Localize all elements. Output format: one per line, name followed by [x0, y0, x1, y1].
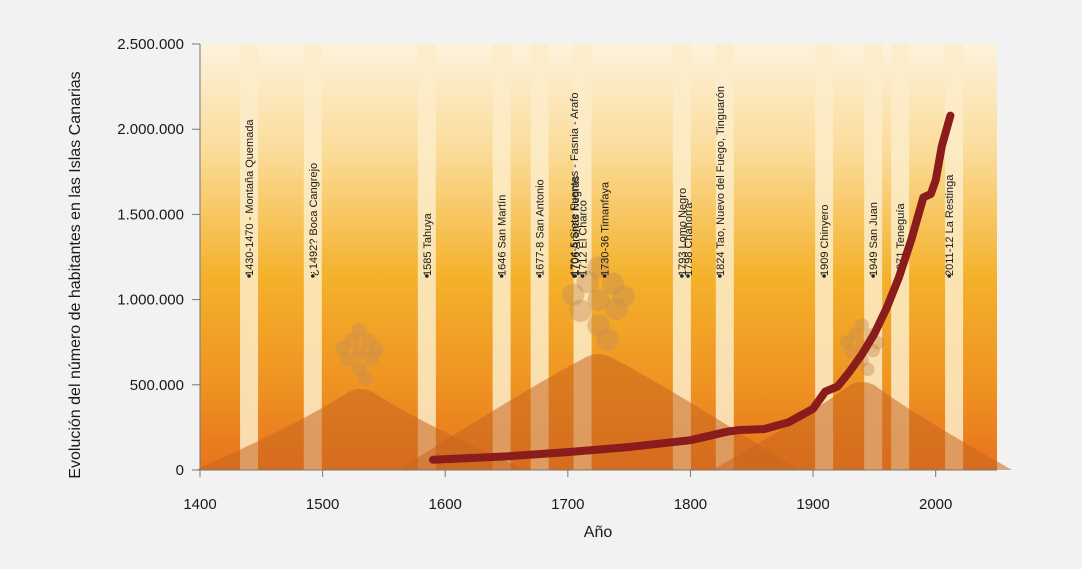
y-tick-label: 2.000.000 — [117, 121, 184, 138]
eruption-marker — [680, 274, 684, 278]
x-tick-label: 1700 — [551, 496, 584, 513]
eruption-band — [530, 44, 549, 470]
eruption-band — [240, 44, 259, 470]
x-tick-label: 1600 — [429, 496, 462, 513]
eruption-marker — [602, 274, 607, 278]
smoke-puff — [351, 344, 367, 360]
smoke-puff — [335, 340, 351, 356]
eruption-label: 1949 San Juan — [868, 202, 880, 276]
smoke-puff — [363, 350, 379, 366]
x-tick-label: 2000 — [919, 496, 952, 513]
smoke-puff — [361, 333, 377, 349]
eruption-marker — [947, 274, 951, 278]
eruption-band — [864, 44, 883, 470]
axes — [199, 44, 997, 471]
eruption-marker — [499, 274, 504, 278]
x-tick-labels: 1400 1500 1600 1700 1800 1900 2000 — [183, 470, 952, 513]
eruption-marker — [425, 274, 429, 278]
smoke-puff — [587, 288, 610, 312]
eruption-marker — [573, 274, 578, 278]
x-tick-label: 1500 — [306, 496, 339, 513]
smoke-puff — [587, 314, 610, 337]
eruption-label: 1646 San Martín — [497, 195, 509, 276]
eruption-marker — [718, 274, 722, 278]
smoke-puff — [351, 361, 367, 377]
eruption-label: 1798 Chahorra — [683, 202, 695, 276]
eruption-label: 1585 Tahuya — [422, 212, 434, 276]
smoke-puff — [587, 256, 610, 279]
eruption-marker — [822, 274, 826, 278]
eruption-label: 1706 Arenas Negras — [570, 175, 582, 276]
population-series — [429, 111, 955, 464]
smoke-puff — [605, 297, 628, 321]
eruption-band — [891, 44, 910, 470]
eruption-label: 1909 Chinyero — [819, 204, 831, 276]
y-axis-title: Evolución del número de habitantes en la… — [67, 71, 84, 478]
y-tick-label: 1.500.000 — [117, 206, 184, 223]
y-tick-label: 1.000.000 — [117, 292, 184, 309]
eruption-band — [672, 44, 691, 470]
x-tick-label: 1400 — [183, 496, 216, 513]
smoke-puff — [601, 272, 625, 295]
x-axis-title: Año — [584, 524, 613, 541]
y-tick-label: 2.500.000 — [117, 36, 184, 53]
smoke-puff — [339, 351, 355, 367]
eruption-band — [417, 44, 436, 470]
smoke-puff — [860, 362, 875, 377]
smoke-puff — [357, 370, 373, 386]
smoke-puff — [612, 285, 635, 308]
smoke-puff — [855, 318, 869, 333]
eruption-label: 1677-8 San Antonio — [535, 179, 547, 276]
y-tick-label: 0 — [176, 462, 184, 479]
eruption-marker — [537, 274, 542, 278]
eruption-label: 1793 Lomo Negro — [677, 188, 689, 276]
eruption-marker — [871, 274, 875, 278]
smoke-puff — [839, 334, 854, 349]
volcano-shape — [712, 382, 1013, 470]
eruption-band — [815, 44, 834, 470]
eruption-label: 1712 El Charco — [578, 200, 590, 276]
eruption-label: 2011-12 La Restinga — [944, 174, 956, 276]
eruption-marker — [247, 274, 251, 278]
eruption-band — [492, 44, 511, 470]
eruption-marker — [580, 274, 585, 278]
smoke-puff — [351, 322, 367, 338]
y-tick-label: 500.000 — [130, 377, 184, 394]
eruption-label: 1704-5 Siete Fuentes - Fasnia - Arafo — [569, 93, 581, 276]
eruption-label: 1430-1470 - Montaña Quemada — [244, 119, 256, 276]
eruption-band — [945, 44, 964, 470]
smoke-puff — [562, 283, 585, 306]
smoke-puff — [844, 344, 858, 359]
x-tick-label: 1800 — [674, 496, 707, 513]
eruption-label: 1730-36 Timanfaya — [600, 181, 612, 276]
eruption-band — [303, 44, 322, 470]
eruption-marker — [686, 274, 690, 278]
smoke-puff — [368, 342, 384, 358]
y-tick-labels: 0 500.000 1.000.000 1.500.000 2.000.000 2.500… — [117, 36, 200, 479]
eruption-band — [715, 44, 734, 470]
smoke-puff — [569, 299, 592, 322]
smoke-puff — [848, 327, 863, 341]
smoke-puff — [596, 328, 619, 351]
eruption-label: 1824 Tao, Nuevo del Fuego, Tinguarón — [715, 86, 727, 276]
eruption-label: ¿1492? Boca Cangrejo — [308, 163, 320, 276]
x-tick-label: 1900 — [796, 496, 829, 513]
eruption-labels: 1430-1470 - Montaña Quemada ¿1492? Boca C… — [244, 86, 956, 278]
population-line — [429, 111, 955, 464]
eruption-marker — [311, 274, 315, 278]
smoke-puff — [344, 332, 360, 348]
